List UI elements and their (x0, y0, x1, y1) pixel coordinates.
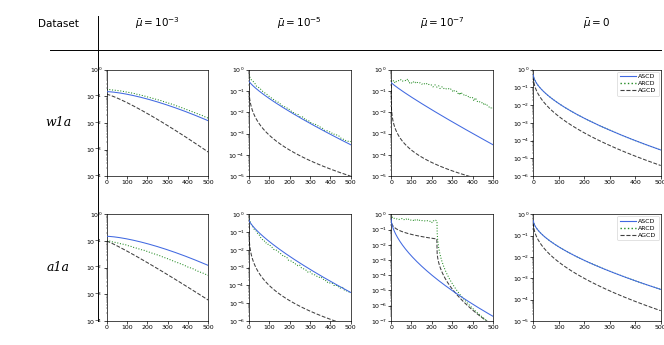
Legend: ASCD, ARCD, AGCD: ASCD, ARCD, AGCD (618, 216, 659, 240)
Text: $\bar{\mu} = 10^{-3}$: $\bar{\mu} = 10^{-3}$ (135, 16, 180, 31)
Legend: ASCD, ARCD, AGCD: ASCD, ARCD, AGCD (618, 71, 659, 96)
Text: w1a: w1a (45, 116, 71, 129)
Text: Dataset: Dataset (37, 19, 78, 29)
Text: $\bar{\mu} = 10^{-7}$: $\bar{\mu} = 10^{-7}$ (420, 16, 464, 31)
Text: $\bar{\mu} = 10^{-5}$: $\bar{\mu} = 10^{-5}$ (278, 16, 322, 31)
Text: a1a: a1a (46, 261, 70, 274)
Text: $\bar{\mu} = 0$: $\bar{\mu} = 0$ (584, 17, 611, 31)
